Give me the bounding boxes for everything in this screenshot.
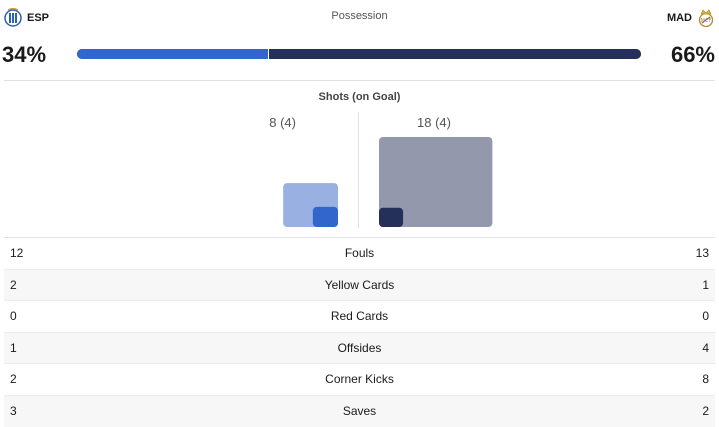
stats-table: 12 Fouls 13 2 Yellow Cards 1 0 Red Cards… (4, 238, 715, 427)
shots-center-divider (358, 112, 359, 228)
section-divider (4, 80, 715, 81)
away-stat-value: 1 (702, 277, 709, 292)
away-team-abbr: MAD (666, 12, 692, 24)
stat-row-red-cards: 0 Red Cards 0 (4, 301, 715, 333)
possession-bar-home-fill (77, 49, 269, 59)
possession-bar (77, 49, 641, 59)
stat-row-corner-kicks: 2 Corner Kicks 8 (4, 364, 715, 396)
espanyol-crest-icon (4, 8, 22, 27)
stat-label: Saves (342, 404, 377, 419)
away-shots-total-square (379, 136, 493, 227)
shots-chart (283, 136, 493, 227)
away-possession-percent: 66% (670, 42, 715, 67)
stat-row-saves: 3 Saves 2 (4, 395, 715, 427)
stat-label: Offsides (337, 340, 382, 355)
home-possession-percent: 34% (2, 42, 47, 67)
real-madrid-crest-icon: MCF (698, 9, 714, 28)
home-stat-value: 0 (10, 309, 17, 324)
possession-label: Possession (331, 10, 388, 22)
stat-row-yellow-cards: 2 Yellow Cards 1 (4, 269, 715, 301)
away-stat-value: 4 (702, 340, 709, 355)
away-stat-value: 0 (702, 309, 709, 324)
home-team-header: ESP (4, 8, 49, 28)
home-team-abbr: ESP (27, 12, 50, 24)
stat-row-fouls: 12 Fouls 13 (4, 238, 715, 270)
away-stat-value: 2 (702, 404, 709, 419)
home-stat-value: 1 (10, 340, 17, 355)
svg-text:MCF: MCF (701, 18, 712, 24)
away-team-header: MAD MCF (667, 8, 715, 28)
possession-bar-away-fill (268, 49, 641, 59)
stat-label: Corner Kicks (325, 372, 394, 387)
away-shots-on-goal-square (379, 207, 404, 227)
stat-label: Red Cards (330, 309, 389, 324)
stat-label: Yellow Cards (324, 277, 395, 292)
away-stat-value: 8 (702, 372, 709, 387)
home-shots-value: 8 (4) (269, 115, 296, 130)
home-stat-value: 3 (10, 404, 17, 419)
home-stat-value: 2 (10, 277, 17, 292)
home-shots-on-goal-square (312, 206, 338, 227)
away-shots-value: 18 (4) (417, 115, 451, 130)
stat-row-offsides: 1 Offsides 4 (4, 332, 715, 364)
shots-label: Shots (on Goal) (318, 91, 401, 103)
section-divider (4, 237, 715, 238)
stat-label: Fouls (344, 246, 375, 261)
away-stat-value: 13 (695, 246, 709, 261)
home-stat-value: 12 (10, 246, 24, 261)
home-stat-value: 2 (10, 372, 17, 387)
